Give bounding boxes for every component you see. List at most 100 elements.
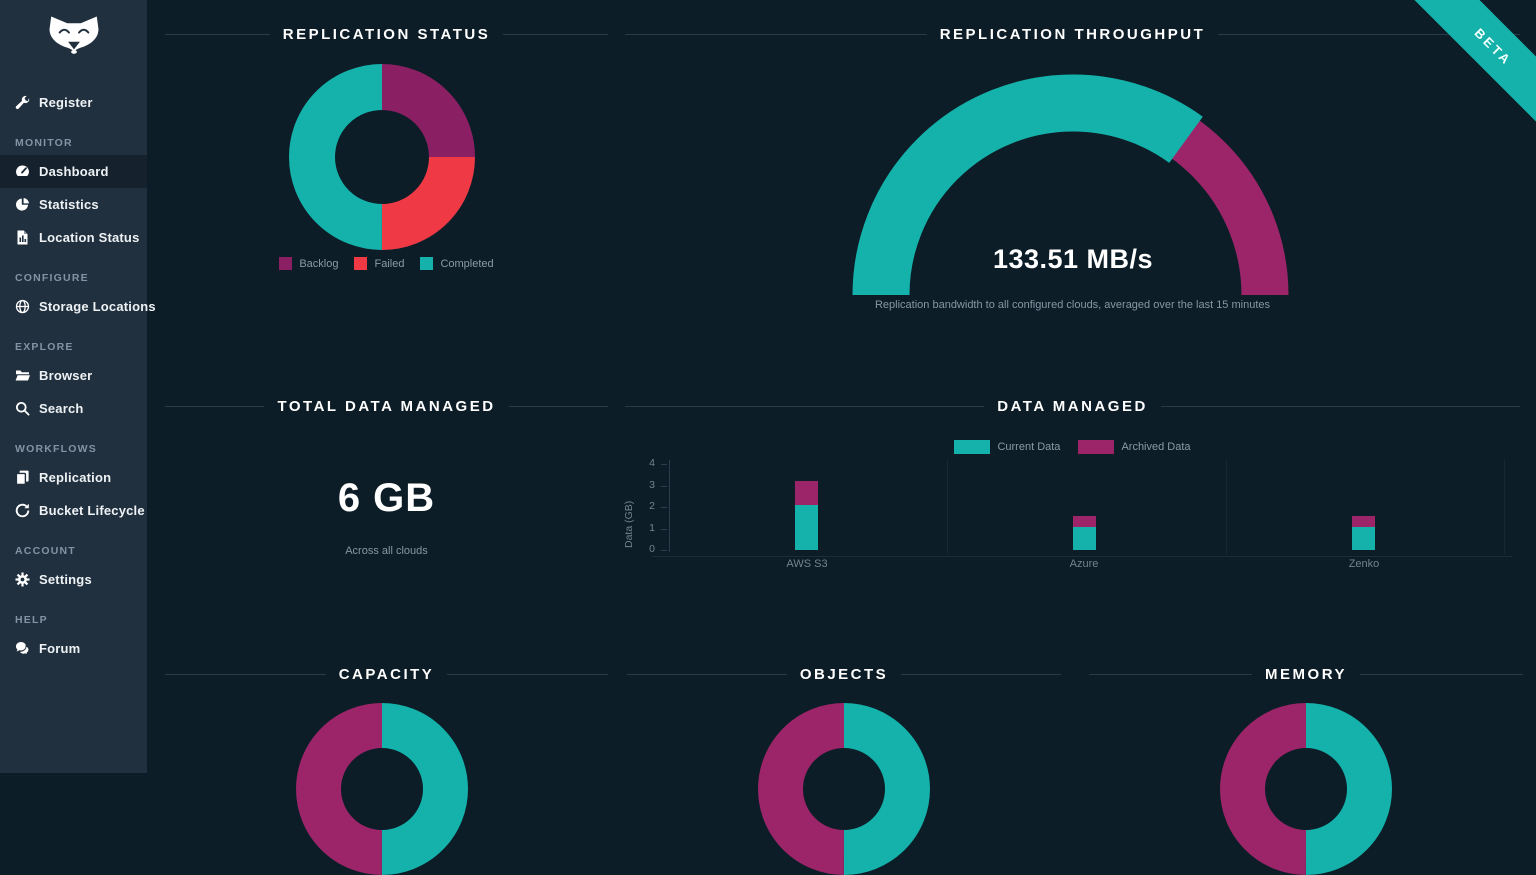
legend-label: Failed xyxy=(374,257,405,270)
objects-donut-chart xyxy=(758,703,930,875)
legend-item-backlog[interactable]: Backlog xyxy=(279,257,338,270)
data-managed-header: DATA MANAGED xyxy=(625,398,1521,415)
gear-icon xyxy=(15,572,30,587)
header-rule xyxy=(1160,406,1521,407)
bar-aws-s3 xyxy=(795,481,818,550)
sidebar-section-configure: CONFIGURE xyxy=(15,272,89,284)
data-managed-plot xyxy=(669,460,1505,554)
search-icon xyxy=(15,401,30,416)
sidebar-item-dashboard[interactable]: Dashboard xyxy=(0,155,147,188)
sidebar-item-register[interactable]: Register xyxy=(0,86,147,119)
header-rule xyxy=(901,674,1062,675)
sidebar-item-label: Storage Locations xyxy=(39,299,156,314)
y-tick: 3 xyxy=(649,478,655,491)
archived-data-swatch xyxy=(1078,440,1115,454)
total-data-caption: Across all clouds xyxy=(345,545,428,557)
bar-segment-current xyxy=(795,504,818,550)
sidebar-item-statistics[interactable]: Statistics xyxy=(0,188,147,221)
sidebar-item-search[interactable]: Search xyxy=(0,392,147,425)
legend-item-failed[interactable]: Failed xyxy=(354,257,404,270)
category-label-zenko: Zenko xyxy=(1348,558,1380,570)
sidebar-item-label: Dashboard xyxy=(39,164,109,179)
bar-zenko xyxy=(1352,515,1375,550)
header-rule xyxy=(503,34,608,35)
throughput-caption: Replication bandwidth to all configured … xyxy=(874,299,1271,311)
sidebar-item-label: Bucket Lifecycle xyxy=(39,503,145,518)
sidebar-item-replication[interactable]: Replication xyxy=(0,461,147,494)
sidebar-item-label: Search xyxy=(39,401,84,416)
header-rule xyxy=(447,674,608,675)
y-tick: 1 xyxy=(649,521,655,534)
forum-chat-icon xyxy=(15,641,30,656)
gridline xyxy=(1226,460,1227,554)
category-label-aws-s3: AWS S3 xyxy=(786,558,828,570)
y-tick: 2 xyxy=(649,500,655,512)
sidebar-section-workflows: WORKFLOWS xyxy=(15,443,97,455)
sidebar-item-bucket-lifecycle[interactable]: Bucket Lifecycle xyxy=(0,494,147,527)
header-rule xyxy=(625,34,927,35)
category-label-azure: Azure xyxy=(1069,558,1099,570)
data-managed-legend: Current Data Archived Data xyxy=(625,440,1520,454)
legend-label: Current Data xyxy=(997,441,1061,453)
beta-ribbon-label: BETA xyxy=(1471,24,1516,69)
sidebar-item-label: Forum xyxy=(39,641,81,656)
sidebar-item-location-status[interactable]: Location Status xyxy=(0,221,147,254)
backlog-swatch xyxy=(279,257,293,270)
sidebar-section-monitor: MONITOR xyxy=(15,137,73,149)
capacity-donut-chart xyxy=(296,703,468,875)
copy-icon xyxy=(15,470,30,485)
gridline xyxy=(1504,460,1505,554)
file-chart-icon xyxy=(15,230,30,245)
panel-title-replication-status: REPLICATION STATUS xyxy=(282,26,491,43)
header-rule xyxy=(508,406,609,407)
replication-status-legend: Backlog Failed Completed xyxy=(165,257,608,270)
memory-donut-chart xyxy=(1220,703,1392,875)
legend-item-archived-data[interactable]: Archived Data xyxy=(1078,440,1191,454)
y-axis-line xyxy=(669,460,670,552)
sidebar-nav: Register MONITOR Dashboard Statistics Lo… xyxy=(0,86,156,665)
sidebar-item-label: Settings xyxy=(39,572,92,587)
fox-logo-graphic xyxy=(49,16,98,54)
tick-mark xyxy=(661,550,667,551)
sidebar-item-browser[interactable]: Browser xyxy=(0,359,147,392)
throughput-value: 133.51 MB/s xyxy=(992,244,1154,274)
lifecycle-icon xyxy=(15,503,30,518)
current-data-swatch xyxy=(954,440,991,454)
tick-mark xyxy=(661,507,667,508)
sidebar-item-forum[interactable]: Forum xyxy=(0,632,147,665)
header-rule xyxy=(1359,674,1524,675)
replication-throughput-gauge-chart xyxy=(852,74,1294,296)
legend-item-current-data[interactable]: Current Data xyxy=(954,440,1060,454)
header-rule xyxy=(1089,674,1253,675)
memory-header: MEMORY xyxy=(1089,666,1524,683)
completed-swatch xyxy=(420,257,434,270)
tick-mark xyxy=(661,464,667,465)
header-rule xyxy=(165,406,265,407)
header-rule xyxy=(627,674,787,675)
panel-title-memory: MEMORY xyxy=(1265,666,1347,683)
sidebar: Register MONITOR Dashboard Statistics Lo… xyxy=(0,0,156,773)
legend-item-completed[interactable]: Completed xyxy=(420,257,494,270)
bar-segment-archived xyxy=(1073,515,1096,528)
header-rule xyxy=(1218,34,1520,35)
tick-mark xyxy=(661,528,667,530)
sidebar-item-label: Statistics xyxy=(39,197,99,212)
globe-icon xyxy=(15,299,30,314)
replication-throughput-header: REPLICATION THROUGHPUT xyxy=(625,26,1520,43)
sidebar-item-label: Browser xyxy=(39,368,93,383)
bar-segment-archived xyxy=(795,481,818,505)
sidebar-item-settings[interactable]: Settings xyxy=(0,563,147,596)
wrench-icon xyxy=(15,95,30,110)
gauge-value-arc xyxy=(852,74,1294,296)
panel-title-data-managed: DATA MANAGED xyxy=(997,398,1148,415)
header-rule xyxy=(165,34,270,35)
x-axis-line xyxy=(652,556,1512,557)
sidebar-item-storage-locations[interactable]: Storage Locations xyxy=(0,290,156,323)
bar-segment-current xyxy=(1073,527,1096,550)
panel-title-replication-throughput: REPLICATION THROUGHPUT xyxy=(939,26,1206,43)
zenko-fox-logo xyxy=(0,12,147,64)
sidebar-item-label: Location Status xyxy=(39,230,140,245)
total-data-managed-header: TOTAL DATA MANAGED xyxy=(165,398,609,415)
bar-segment-archived xyxy=(1352,515,1375,528)
y-tick: 4 xyxy=(649,457,655,469)
